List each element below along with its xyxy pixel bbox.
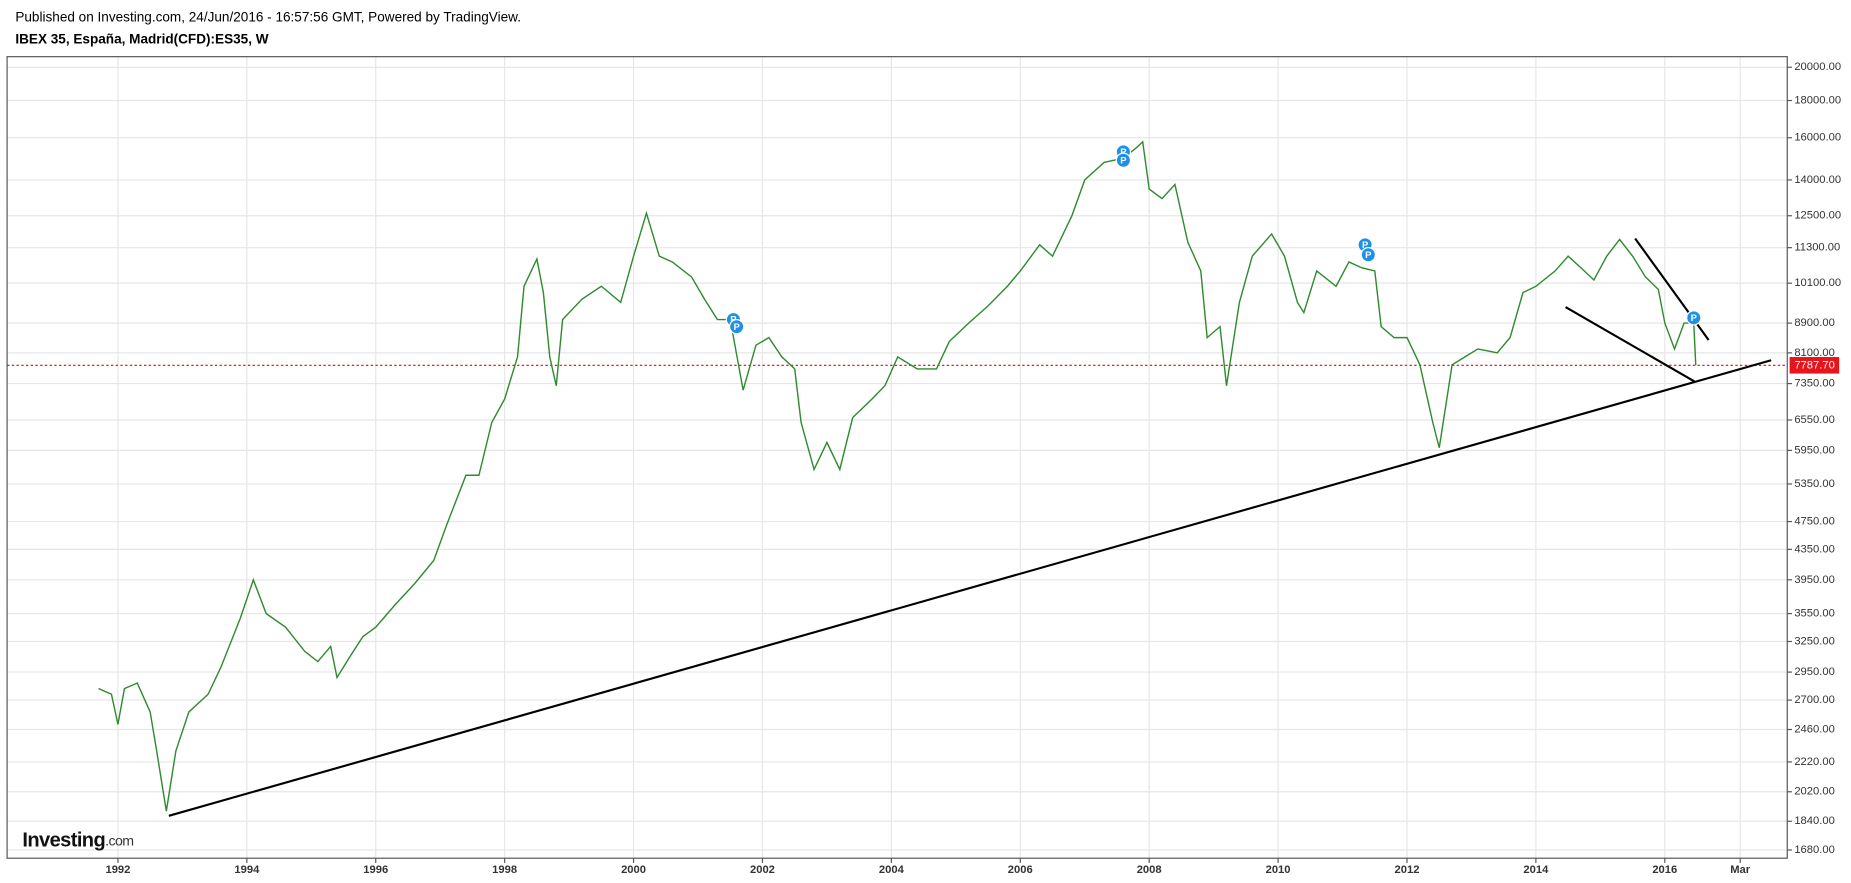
y-tick-label: 16000.00 — [1794, 132, 1841, 144]
logo-suffix: .com — [105, 833, 133, 849]
logo: Investing.com — [22, 830, 133, 852]
x-tick-label: 2014 — [1523, 864, 1549, 876]
event-marker-label: P — [1120, 147, 1126, 158]
y-tick-label: 3950.00 — [1794, 574, 1834, 586]
x-tick-label: 2010 — [1266, 864, 1291, 876]
chart-title: IBEX 35, España, Madrid(CFD):ES35, W — [15, 32, 268, 47]
y-tick-label: 5350.00 — [1794, 478, 1834, 490]
source-line: Published on Investing.com, 24/Jun/2016 … — [15, 9, 521, 24]
x-tick-label: 1998 — [492, 864, 517, 876]
y-tick-label: 2220.00 — [1794, 756, 1834, 768]
y-tick-label: 10100.00 — [1794, 277, 1841, 289]
plot-frame — [6, 56, 1788, 859]
y-tick-label: 4750.00 — [1794, 516, 1834, 528]
y-tick-label: 3550.00 — [1794, 608, 1834, 620]
trend-line — [1565, 306, 1695, 383]
x-tick-label: 2008 — [1137, 864, 1162, 876]
trend-line — [1634, 237, 1710, 341]
y-tick-label: 7350.00 — [1794, 378, 1834, 390]
logo-main: Investing — [22, 830, 105, 852]
y-tick-label: 5950.00 — [1794, 444, 1834, 456]
y-tick-label: 2460.00 — [1794, 723, 1834, 735]
y-tick-label: 1840.00 — [1794, 815, 1834, 827]
x-tick-label: 2016 — [1652, 864, 1677, 876]
x-tick-label: 2012 — [1395, 864, 1420, 876]
x-tick-label: 2004 — [879, 864, 905, 876]
x-tick-label: 2002 — [750, 864, 775, 876]
trend-line — [168, 359, 1772, 817]
y-tick-label: 2700.00 — [1794, 694, 1834, 706]
y-tick-label: 18000.00 — [1794, 94, 1841, 106]
y-tick-label: 14000.00 — [1794, 174, 1841, 186]
y-tick-label: 6550.00 — [1794, 414, 1834, 426]
last-price-label: 7787.70 — [1794, 359, 1834, 371]
grid — [7, 56, 1788, 859]
y-tick-label: 12500.00 — [1794, 210, 1841, 222]
x-tick-label: 1996 — [363, 864, 388, 876]
event-marker-label: P — [1120, 155, 1126, 166]
event-marker-label: P — [1691, 313, 1697, 324]
y-tick-label: 11300.00 — [1794, 242, 1840, 254]
event-marker — [729, 319, 745, 335]
y-tick-label: 8900.00 — [1794, 317, 1834, 329]
x-tick-label: 1994 — [234, 864, 260, 876]
x-tick-label: 2000 — [621, 864, 646, 876]
y-tick-label: 20000.00 — [1794, 61, 1841, 73]
event-marker-label: P — [1362, 240, 1368, 251]
event-marker-label: P — [734, 322, 740, 333]
y-tick-label: 3250.00 — [1794, 635, 1834, 647]
x-tick-label: 1992 — [105, 864, 130, 876]
x-tick-label: Mar — [1730, 864, 1751, 876]
price-line — [98, 140, 1697, 812]
x-tick-label: 2006 — [1008, 864, 1033, 876]
event-marker — [1115, 152, 1132, 168]
y-tick-label: 4350.00 — [1794, 543, 1834, 555]
y-tick-label: 8100.00 — [1794, 347, 1834, 359]
event-marker — [1686, 310, 1702, 326]
event-marker-label: P — [1365, 250, 1371, 261]
y-tick-label: 1680.00 — [1794, 844, 1834, 856]
y-tick-label: 2950.00 — [1794, 666, 1834, 678]
event-marker — [1360, 247, 1376, 263]
y-tick-label: 2020.00 — [1794, 786, 1834, 798]
last-price-box — [1789, 357, 1840, 374]
